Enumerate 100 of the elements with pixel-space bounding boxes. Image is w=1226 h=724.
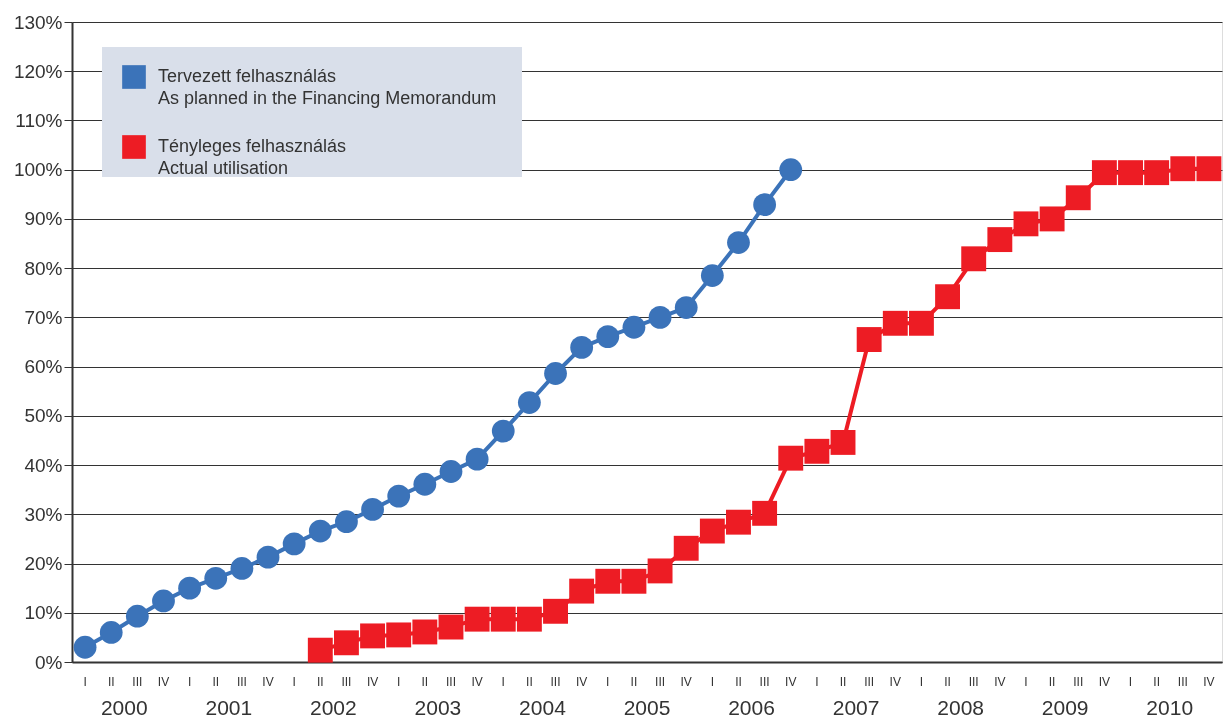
x-tick-label: III (445, 675, 456, 689)
point (570, 336, 594, 359)
point (178, 576, 202, 600)
point (544, 362, 567, 385)
y-tick-label: 100% (13, 159, 63, 181)
point (622, 315, 646, 339)
x-tick-label: IV (366, 675, 379, 689)
point (387, 484, 411, 508)
y-tick-label: 110% (15, 109, 63, 131)
point (439, 460, 463, 483)
x-tick-label: IV (994, 675, 1006, 689)
x-tick-label: III (864, 675, 875, 689)
x-tick-label: I (919, 675, 924, 689)
x-tick-label: II (735, 675, 742, 689)
y-tick-label: 70% (24, 306, 63, 328)
x-tick-label: III (759, 675, 770, 689)
point (856, 327, 882, 352)
x-tick-label: I (1024, 675, 1028, 689)
point (779, 158, 803, 182)
point (804, 438, 830, 464)
point (517, 391, 541, 414)
point (987, 227, 1013, 253)
point (647, 558, 673, 584)
point (438, 614, 464, 640)
x-tick-label: I (83, 675, 87, 689)
x-tick-label: III (1177, 675, 1188, 689)
x-tick-label: II (944, 675, 951, 689)
point (308, 519, 332, 543)
point (99, 621, 123, 644)
x-tick-label: III (550, 675, 561, 689)
x-tick-label: II (1153, 675, 1160, 689)
point (935, 284, 961, 310)
y-tick-label: 90% (24, 208, 63, 230)
point (1039, 206, 1065, 232)
point (361, 498, 384, 521)
y-tick-label: 120% (13, 60, 63, 82)
text: 2000 (100, 696, 148, 719)
x-tick-label: I (187, 675, 192, 689)
point (333, 630, 359, 656)
x-tick-label: IV (680, 675, 692, 689)
text: 2004 (519, 696, 567, 719)
point (596, 325, 620, 348)
y-tick-label: 30% (24, 503, 63, 525)
text: 2003 (414, 696, 462, 719)
y-tick-label: 20% (24, 553, 63, 575)
point (1118, 160, 1143, 186)
point (726, 509, 751, 535)
point (230, 557, 254, 580)
text: 2001 (205, 696, 253, 719)
point (1013, 211, 1039, 237)
x-tick-label: I (292, 675, 296, 689)
x-tick-label: III (655, 675, 666, 689)
x-tick-label: IV (575, 675, 588, 689)
x-tick-label: II (1048, 675, 1056, 689)
point (516, 606, 542, 632)
x-tick-label: IV (889, 675, 901, 689)
point (961, 246, 987, 272)
point (491, 419, 515, 443)
text: 2007 (832, 696, 880, 719)
point (830, 429, 856, 455)
x-tick-label: IV (157, 675, 170, 689)
y-tick-label: 0% (35, 651, 63, 673)
y-tick-label: 130% (13, 11, 63, 33)
x-tick-label: II (421, 675, 429, 689)
point (490, 606, 516, 632)
point (778, 445, 804, 471)
point (700, 264, 724, 287)
point (674, 296, 698, 319)
y-tick-label: 40% (24, 454, 63, 476)
point (1065, 185, 1091, 211)
text: 2008 (937, 696, 984, 719)
point (307, 637, 333, 663)
point (386, 622, 412, 648)
point (752, 500, 778, 526)
point (648, 306, 672, 329)
y-tick-label: 60% (24, 356, 63, 378)
point (727, 231, 750, 254)
x-tick-label: III (968, 675, 979, 689)
point (152, 589, 175, 613)
point (412, 619, 438, 645)
text: 2009 (1041, 696, 1089, 719)
x-tick-label: I (501, 675, 505, 689)
x-tick-label: III (341, 675, 352, 689)
x-tick-label: II (630, 675, 638, 689)
x-tick-label: III (1073, 675, 1084, 689)
text: 2005 (623, 696, 671, 719)
text: 2006 (728, 696, 775, 719)
y-tick-label: 50% (24, 405, 63, 427)
point (699, 518, 725, 544)
point (621, 568, 647, 594)
point (908, 310, 934, 336)
x-tick-label: I (606, 675, 610, 689)
point (1196, 156, 1222, 182)
x-tick-label: I (1128, 675, 1133, 689)
point (543, 598, 568, 624)
point (882, 310, 908, 336)
x-tick-label: IV (262, 675, 274, 689)
x-tick-label: II (212, 675, 220, 689)
legend-label: Tényleges felhasználás Actual utilisation (158, 136, 347, 178)
point (1170, 156, 1196, 182)
